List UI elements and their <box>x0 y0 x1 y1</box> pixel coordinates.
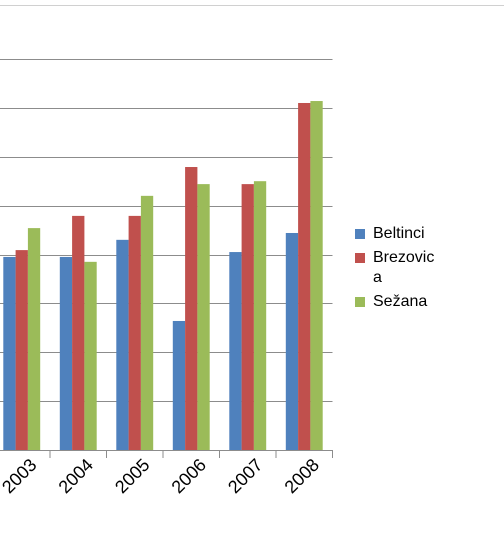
legend-swatch <box>355 253 365 263</box>
bar <box>128 215 141 450</box>
x-tick-label: 2006 <box>168 455 210 497</box>
bar <box>241 184 254 450</box>
bar <box>15 250 28 450</box>
legend-label: Sežana <box>373 293 428 310</box>
x-tick-label: 2008 <box>281 455 323 497</box>
bar <box>59 256 73 450</box>
legend-swatch <box>355 297 365 307</box>
legend-swatch <box>355 229 365 239</box>
legend-label: Brezovica <box>373 249 435 286</box>
bar <box>3 256 16 450</box>
x-tick-label: 2004 <box>55 455 97 497</box>
bar <box>116 239 129 450</box>
bar <box>229 252 242 450</box>
legend-label: Beltinci <box>373 225 425 242</box>
x-tick-label: 2003 <box>0 455 41 497</box>
bar <box>172 320 186 450</box>
bar <box>298 102 311 451</box>
bar <box>185 167 198 451</box>
bar <box>27 228 41 450</box>
bar <box>285 232 299 450</box>
bar <box>197 184 210 450</box>
legend-item: Sežana <box>355 292 465 312</box>
x-tick-label: 2005 <box>111 455 153 497</box>
legend: Beltinci Brezovica Sežana <box>355 224 465 316</box>
x-tick-label: 2007 <box>224 455 266 497</box>
legend-item: Brezovica <box>355 248 465 288</box>
bar <box>84 261 97 450</box>
bar <box>140 195 154 450</box>
bar <box>72 215 85 450</box>
bar <box>253 181 267 450</box>
bar <box>310 101 323 450</box>
legend-item: Beltinci <box>355 224 465 244</box>
